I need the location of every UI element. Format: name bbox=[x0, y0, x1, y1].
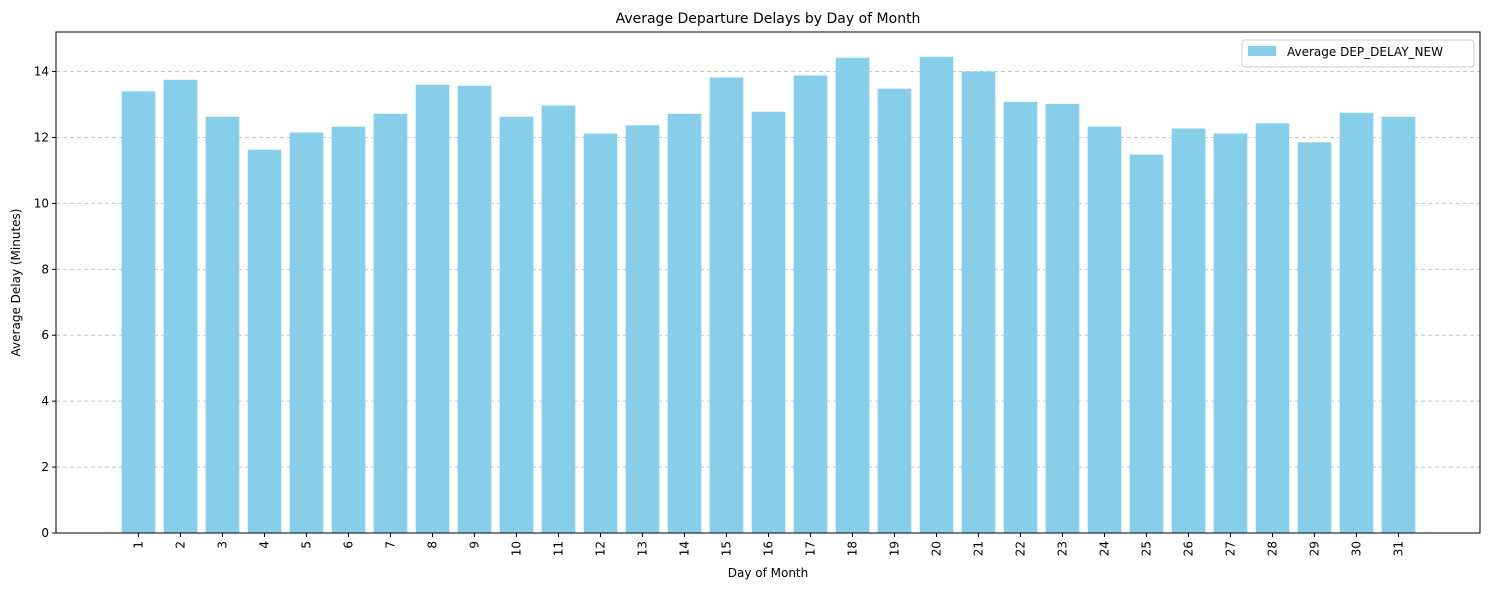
legend-frame bbox=[1241, 39, 1475, 68]
bars bbox=[121, 56, 1416, 534]
bar bbox=[877, 88, 912, 533]
bar bbox=[541, 105, 576, 533]
x-tick-label: 22 bbox=[1014, 541, 1028, 556]
y-tick-label: 14 bbox=[34, 65, 49, 79]
x-tick-label: 1 bbox=[132, 541, 146, 549]
y-axis-ticks: 0 2 4 6 8 10 12 14 bbox=[34, 65, 56, 540]
x-tick-label: 9 bbox=[468, 541, 482, 549]
bar bbox=[163, 79, 198, 534]
x-tick-label: 11 bbox=[552, 541, 566, 556]
bar bbox=[1381, 116, 1416, 533]
x-tick-label: 24 bbox=[1098, 541, 1112, 556]
x-tick-label: 31 bbox=[1392, 541, 1406, 556]
x-tick-label: 17 bbox=[804, 541, 818, 556]
bar bbox=[1339, 112, 1374, 533]
x-tick-label: 8 bbox=[426, 541, 440, 549]
bar bbox=[373, 113, 408, 534]
x-tick-label: 30 bbox=[1350, 541, 1364, 556]
bar bbox=[1003, 101, 1038, 533]
bar bbox=[499, 116, 534, 533]
x-axis-label: Day of Month bbox=[728, 566, 809, 580]
bar bbox=[1297, 142, 1332, 533]
x-tick-label: 18 bbox=[846, 541, 860, 556]
legend-label: Average DEP_DELAY_NEW bbox=[1287, 45, 1443, 59]
legend-swatch bbox=[1248, 46, 1276, 56]
bar bbox=[793, 75, 828, 533]
x-axis-ticks: 1 2 3 4 5 6 7 8 9 10 11 12 13 14 15 16 17 18 19 20 21 22 23 24 2… bbox=[132, 533, 1406, 556]
bar bbox=[247, 149, 282, 534]
x-tick-label: 13 bbox=[636, 541, 650, 556]
x-tick-label: 15 bbox=[720, 541, 734, 556]
x-tick-label: 21 bbox=[972, 541, 986, 556]
bar bbox=[835, 57, 870, 534]
y-tick-label: 2 bbox=[41, 460, 49, 474]
x-tick-label: 16 bbox=[762, 541, 776, 556]
y-axis-label: Average Delay (Minutes) bbox=[9, 209, 23, 357]
bar bbox=[709, 77, 744, 533]
chart-title: Average Departure Delays by Day of Month bbox=[616, 11, 921, 27]
bar bbox=[415, 84, 450, 533]
x-tick-label: 25 bbox=[1140, 541, 1154, 556]
x-tick-label: 4 bbox=[258, 541, 272, 549]
bar bbox=[667, 113, 702, 534]
bar bbox=[289, 132, 324, 533]
bar bbox=[1255, 123, 1290, 533]
bar bbox=[919, 56, 954, 533]
y-tick-label: 6 bbox=[41, 328, 49, 342]
x-tick-label: 23 bbox=[1056, 541, 1070, 556]
bar bbox=[1045, 103, 1080, 534]
x-tick-label: 28 bbox=[1266, 541, 1280, 556]
legend: Average DEP_DELAY_NEW bbox=[1241, 39, 1475, 68]
x-tick-label: 10 bbox=[510, 541, 524, 556]
x-tick-label: 6 bbox=[342, 541, 356, 549]
x-tick-label: 14 bbox=[678, 541, 692, 556]
x-tick-label: 7 bbox=[384, 541, 398, 549]
x-tick-label: 29 bbox=[1308, 541, 1322, 556]
bar bbox=[625, 125, 660, 533]
bar bbox=[331, 126, 366, 533]
x-tick-label: 2 bbox=[174, 541, 188, 549]
bar bbox=[961, 71, 996, 533]
bar bbox=[205, 116, 240, 533]
bar bbox=[1129, 154, 1164, 533]
bar bbox=[1087, 126, 1122, 533]
x-tick-label: 27 bbox=[1224, 541, 1238, 556]
x-tick-label: 26 bbox=[1182, 541, 1196, 556]
x-tick-label: 12 bbox=[594, 541, 608, 556]
y-tick-label: 12 bbox=[34, 130, 49, 144]
bar bbox=[1171, 128, 1206, 533]
y-tick-label: 10 bbox=[34, 196, 49, 210]
y-tick-label: 8 bbox=[41, 262, 49, 276]
bar bbox=[583, 133, 618, 533]
x-tick-label: 5 bbox=[300, 541, 314, 549]
y-tick-label: 4 bbox=[41, 394, 49, 408]
bar bbox=[751, 111, 786, 534]
bar bbox=[121, 91, 156, 533]
bar bbox=[1213, 133, 1248, 533]
bar bbox=[457, 85, 492, 534]
x-tick-label: 20 bbox=[930, 541, 944, 556]
x-tick-label: 3 bbox=[216, 541, 230, 549]
y-tick-label: 0 bbox=[41, 526, 49, 540]
x-tick-label: 19 bbox=[888, 541, 902, 556]
